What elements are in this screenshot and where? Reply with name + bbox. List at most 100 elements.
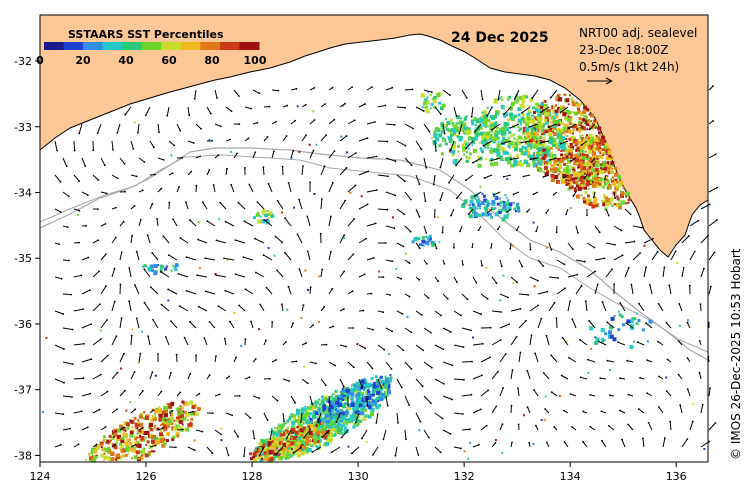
sst-pixel [267, 441, 272, 446]
sst-pixel [565, 142, 568, 145]
sst-pixel [588, 125, 593, 130]
current-vector [439, 157, 444, 168]
sst-pixel [184, 411, 188, 415]
sst-pixel [572, 132, 574, 135]
sst-pixel [578, 156, 582, 160]
vector-head [637, 408, 640, 410]
current-vector [385, 157, 396, 162]
sst-pixel [538, 154, 541, 157]
sst-pixel [355, 393, 360, 398]
sst-pixel [477, 155, 481, 159]
colorbar-cell [161, 42, 182, 50]
sst-pixel [567, 115, 570, 118]
y-tick-label: -35 [14, 252, 32, 265]
vector-head [212, 184, 215, 186]
sst-pixel [143, 264, 147, 268]
sst-pixel [456, 126, 460, 130]
sst-pixel [552, 132, 557, 137]
sst-pixel [421, 106, 424, 109]
sst-pixel [585, 143, 589, 147]
sst-pixel [284, 431, 287, 434]
sst-pixel [115, 458, 119, 462]
sst-pixel [357, 392, 361, 396]
current-vector [81, 393, 91, 397]
sst-pixel [356, 381, 361, 386]
vector-head [354, 421, 357, 424]
sst-pixel [560, 129, 564, 132]
sst-pixel [295, 453, 298, 456]
sst-pixel [169, 416, 174, 421]
sst-pixel [321, 395, 324, 399]
current-vector [366, 361, 373, 369]
current-vector [499, 423, 503, 431]
x-tick-label: 132 [454, 470, 475, 483]
sst-pixel [521, 98, 526, 103]
sst-pixel [45, 337, 48, 339]
sst-pixel [551, 164, 554, 167]
current-vector [527, 406, 531, 414]
current-vector [581, 140, 588, 146]
sst-pixel [515, 138, 519, 142]
sst-pixel [367, 390, 371, 394]
sst-pixel [368, 386, 371, 389]
current-vector [534, 353, 539, 363]
sst-pixel [583, 105, 588, 110]
sst-pixel [498, 155, 503, 160]
sst-pixel [299, 444, 304, 449]
sst-pixel [599, 180, 603, 184]
vector-head [208, 374, 211, 376]
vector-head [285, 341, 287, 343]
sst-pixel [430, 240, 435, 245]
sst-pixel [514, 142, 518, 146]
current-vector [143, 269, 151, 278]
vector-head [120, 251, 123, 254]
current-vector [472, 276, 477, 284]
sst-pixel [137, 432, 140, 435]
sst-pixel [463, 140, 468, 145]
sst-pixel [282, 423, 286, 427]
vector-head [98, 408, 101, 411]
vector-head [204, 257, 207, 260]
current-vector [309, 150, 314, 159]
sst-pixel [214, 273, 217, 275]
sst-pixel [335, 430, 340, 434]
sst-pixel [481, 212, 486, 217]
sst-pixel [509, 154, 512, 157]
sst-pixel [123, 421, 128, 426]
current-vector [172, 218, 178, 227]
vector-head [487, 389, 489, 392]
current-vector [358, 170, 369, 176]
sst-pixel [305, 407, 308, 410]
vector-head [242, 256, 245, 259]
sst-pixel [513, 207, 517, 211]
sst-pixel [134, 422, 139, 427]
colorbar-cell [122, 42, 143, 50]
current-vector [624, 267, 630, 278]
sst-pixel [369, 382, 372, 385]
current-vector [491, 339, 501, 346]
sst-pixel [318, 409, 321, 412]
sst-pixel [159, 268, 163, 272]
sst-pixel [387, 390, 391, 395]
sst-pixel [446, 120, 451, 125]
sst-pixel [342, 421, 345, 424]
current-vector [404, 327, 412, 333]
vector-head [529, 158, 532, 161]
sst-pixel [551, 129, 554, 132]
vector-head [686, 438, 689, 440]
sst-pixel [594, 125, 598, 128]
sst-pixel [553, 161, 558, 166]
sst-pixel [158, 408, 162, 413]
sst-pixel [535, 110, 538, 113]
sst-pixel [569, 206, 572, 209]
sst-pixel [565, 178, 568, 181]
sst-pixel [315, 430, 320, 435]
vector-head [499, 339, 502, 341]
vector-head [465, 179, 467, 182]
sst-pixel [96, 445, 101, 450]
sst-pixel [298, 417, 302, 422]
sst-pixel [581, 155, 586, 160]
current-vector [263, 254, 273, 261]
sst-pixel [571, 166, 575, 170]
sst-pixel [575, 146, 578, 149]
